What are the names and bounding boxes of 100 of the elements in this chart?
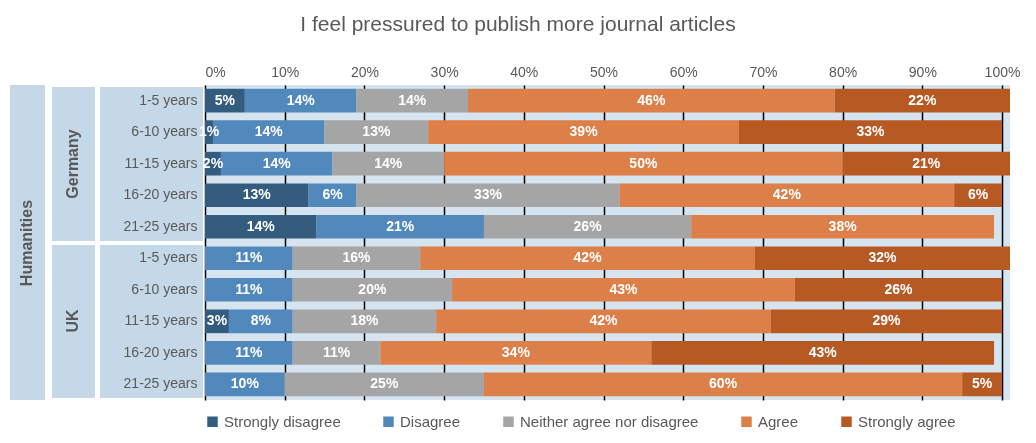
data-label: 42%: [589, 312, 619, 329]
data-label: 42%: [772, 186, 802, 203]
data-label: 3%: [206, 312, 228, 329]
y-tick-label: 1-5 years: [139, 249, 198, 266]
bar: [356, 183, 620, 208]
y-tick-label: 6-10 years: [131, 280, 198, 297]
bar: [205, 183, 309, 208]
x-tick-label: 100%: [984, 63, 1021, 80]
y-tick-label: 6-10 years: [131, 123, 198, 140]
y-tick-label: 11-15 years: [124, 312, 198, 329]
data-label: 14%: [286, 91, 316, 108]
x-tick-label: 30%: [430, 63, 459, 80]
legend-label: Strongly disagree: [224, 412, 341, 430]
data-label: 10%: [230, 375, 260, 392]
data-label: 43%: [808, 343, 838, 360]
data-label: 14%: [374, 154, 403, 171]
data-label: 42%: [573, 249, 603, 266]
text: Humanities: [18, 199, 36, 286]
data-label: 60%: [709, 375, 738, 392]
x-tick-label: 40%: [510, 63, 539, 80]
data-label: 39%: [569, 123, 599, 140]
data-label: 34%: [501, 343, 531, 360]
legend-label: Agree: [758, 412, 799, 430]
bar: [205, 277, 293, 302]
data-label: 11%: [235, 249, 264, 266]
data-label: 33%: [856, 123, 886, 140]
bar: [754, 246, 1010, 271]
data-label: 5%: [214, 91, 236, 108]
data-label: 25%: [370, 375, 399, 392]
y-tick-label: 11-15 years: [124, 154, 198, 171]
bar: [205, 341, 293, 365]
bar: [483, 214, 692, 239]
bar: [356, 88, 469, 113]
chart-title: I feel pressured to publish more journal articles: [300, 12, 736, 35]
x-tick-label: 70%: [749, 63, 778, 80]
bar: [332, 151, 445, 176]
x-tick-label: 20%: [350, 63, 379, 80]
data-label: 46%: [637, 91, 666, 108]
x-tick-label: 60%: [669, 63, 698, 80]
data-label: 5%: [971, 375, 993, 392]
data-label: 11%: [322, 343, 351, 360]
x-tick-label: 90%: [908, 63, 937, 80]
bar: [452, 277, 795, 302]
bar: [428, 120, 740, 144]
y-tick-label: 16-20 years: [123, 186, 198, 203]
legend-label: Strongly agree: [858, 412, 956, 430]
bar: [483, 372, 963, 397]
data-label: 11%: [235, 343, 264, 360]
bar: [770, 309, 1003, 334]
x-tick-label: 10%: [271, 63, 300, 80]
y-tick-label: 21-25 years: [123, 217, 198, 234]
x-tick-label: 0%: [205, 63, 226, 80]
bar: [794, 277, 1003, 302]
bar: [651, 341, 995, 365]
data-label: 50%: [629, 154, 658, 171]
data-label: 14%: [254, 123, 284, 140]
x-tick-label: 80%: [829, 63, 858, 80]
data-label: 33%: [473, 186, 503, 203]
bar: [444, 151, 843, 176]
data-label: 16%: [342, 249, 371, 266]
bar: [834, 88, 1010, 113]
bar: [205, 246, 293, 271]
bar: [292, 341, 381, 365]
data-label: 13%: [362, 123, 391, 140]
data-label: 38%: [828, 217, 858, 234]
data-label: 11%: [235, 280, 264, 297]
x-tick-label: 50%: [590, 63, 619, 80]
data-label: 21%: [912, 154, 941, 171]
y-tick-label: 21-25 years: [123, 375, 198, 392]
bar: [284, 372, 484, 397]
data-label: 29%: [872, 312, 902, 329]
data-label: 43%: [609, 280, 638, 297]
bar: [420, 246, 755, 271]
data-label: 32%: [868, 249, 898, 266]
bar: [691, 214, 995, 239]
data-label: 6%: [968, 186, 989, 203]
data-label: 13%: [242, 186, 272, 203]
bar: [436, 309, 771, 334]
data-label: 26%: [884, 280, 913, 297]
text: UK: [64, 309, 82, 333]
y-tick-label: 16-20 years: [123, 343, 198, 360]
text: Germany: [64, 129, 82, 199]
bar: [324, 120, 429, 144]
bar: [380, 341, 652, 365]
data-label: 20%: [358, 280, 387, 297]
bar: [739, 120, 1003, 144]
bar: [619, 183, 955, 208]
bar: [292, 246, 421, 271]
bar: [292, 277, 453, 302]
bar: [316, 214, 484, 239]
data-label: 21%: [386, 217, 415, 234]
data-label: 26%: [573, 217, 603, 234]
data-label: 22%: [908, 91, 937, 108]
data-label: 14%: [398, 91, 427, 108]
data-label: 14%: [262, 154, 292, 171]
bar: [468, 88, 835, 113]
data-label: 6%: [322, 186, 344, 203]
bar: [205, 214, 317, 239]
legend-label: Disagree: [400, 412, 461, 430]
bar: [244, 88, 357, 113]
